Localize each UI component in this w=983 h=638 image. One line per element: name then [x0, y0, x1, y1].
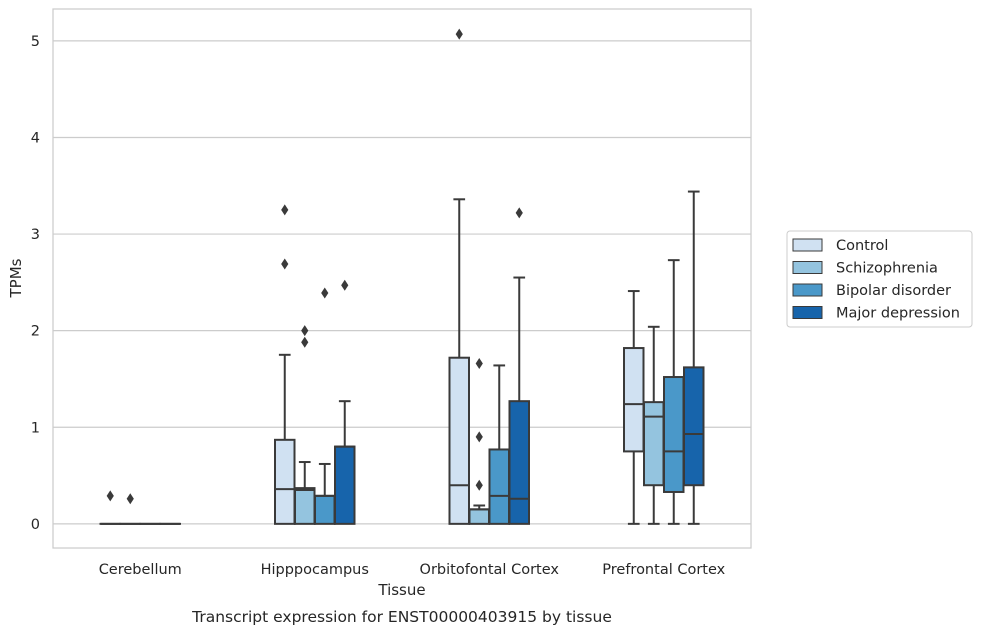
outlier-point: [301, 337, 308, 348]
box-iqr: [510, 401, 530, 524]
box-control: [624, 291, 644, 524]
y-tick-label: 0: [31, 517, 40, 533]
box-iqr: [275, 440, 295, 524]
box-schizophrenia: [470, 358, 490, 524]
outlier-point: [107, 490, 114, 501]
y-axis-label: TPMs: [7, 258, 25, 298]
box-bipolar-disorder: [664, 260, 684, 524]
outlier-point: [281, 204, 288, 215]
outlier-point: [476, 431, 483, 442]
x-tick-label: Orbitofontal Cortex: [420, 562, 560, 578]
legend-swatch: [793, 239, 822, 251]
box-schizophrenia: [295, 325, 315, 524]
outlier-point: [341, 280, 348, 291]
y-tick-label: 1: [31, 420, 40, 436]
x-tick-label: Prefrontal Cortex: [602, 562, 725, 578]
outlier-point: [476, 480, 483, 491]
box-iqr: [470, 509, 490, 523]
x-tick-label: Hipppocampus: [261, 562, 369, 578]
box-major-depression: [684, 192, 704, 524]
box-iqr: [315, 496, 335, 524]
outlier-point: [456, 29, 463, 40]
tick-layer: 0 1 2 3 4 5 Cerebellum Hipppocampus Orbitofontal…: [31, 34, 726, 578]
legend-swatch: [793, 284, 822, 296]
chart-caption: Transcript expression for ENST0000040391…: [191, 608, 612, 626]
box-iqr: [684, 367, 704, 485]
box-control: [275, 204, 295, 523]
box-iqr: [450, 358, 470, 524]
legend-swatch: [793, 307, 822, 319]
outlier-point: [321, 287, 328, 298]
box-bipolar-disorder: [315, 287, 335, 523]
y-tick-label: 3: [31, 227, 40, 243]
legend: Control Schizophrenia Bipolar disorder Majo…: [787, 231, 972, 327]
box-bipolar-disorder: [490, 365, 510, 523]
box-schizophrenia: [121, 493, 141, 524]
legend-label: Control: [836, 238, 888, 254]
box-control: [101, 490, 121, 524]
legend-label: Bipolar disorder: [836, 283, 951, 299]
x-axis-label: Tissue: [377, 581, 425, 599]
legend-label: Schizophrenia: [836, 261, 938, 277]
x-tick-label: Cerebellum: [99, 562, 182, 578]
box-iqr: [624, 348, 644, 451]
box-iqr: [644, 402, 664, 485]
legend-swatch: [793, 262, 822, 274]
outlier-point: [127, 493, 134, 504]
box-major-depression: [510, 207, 530, 524]
box-iqr: [335, 447, 355, 524]
outlier-point: [301, 325, 308, 336]
outlier-point: [281, 259, 288, 270]
legend-label: Major depression: [836, 306, 960, 322]
y-tick-label: 2: [31, 324, 40, 340]
y-tick-label: 4: [31, 130, 40, 146]
box-iqr: [490, 449, 510, 523]
box-schizophrenia: [644, 327, 664, 524]
outlier-point: [516, 207, 523, 218]
box-major-depression: [335, 280, 355, 524]
box-control: [450, 29, 470, 524]
box-iqr: [664, 377, 684, 492]
y-tick-label: 5: [31, 34, 40, 50]
box-layer: [101, 29, 704, 524]
box-iqr: [295, 488, 315, 524]
outlier-point: [476, 358, 483, 369]
